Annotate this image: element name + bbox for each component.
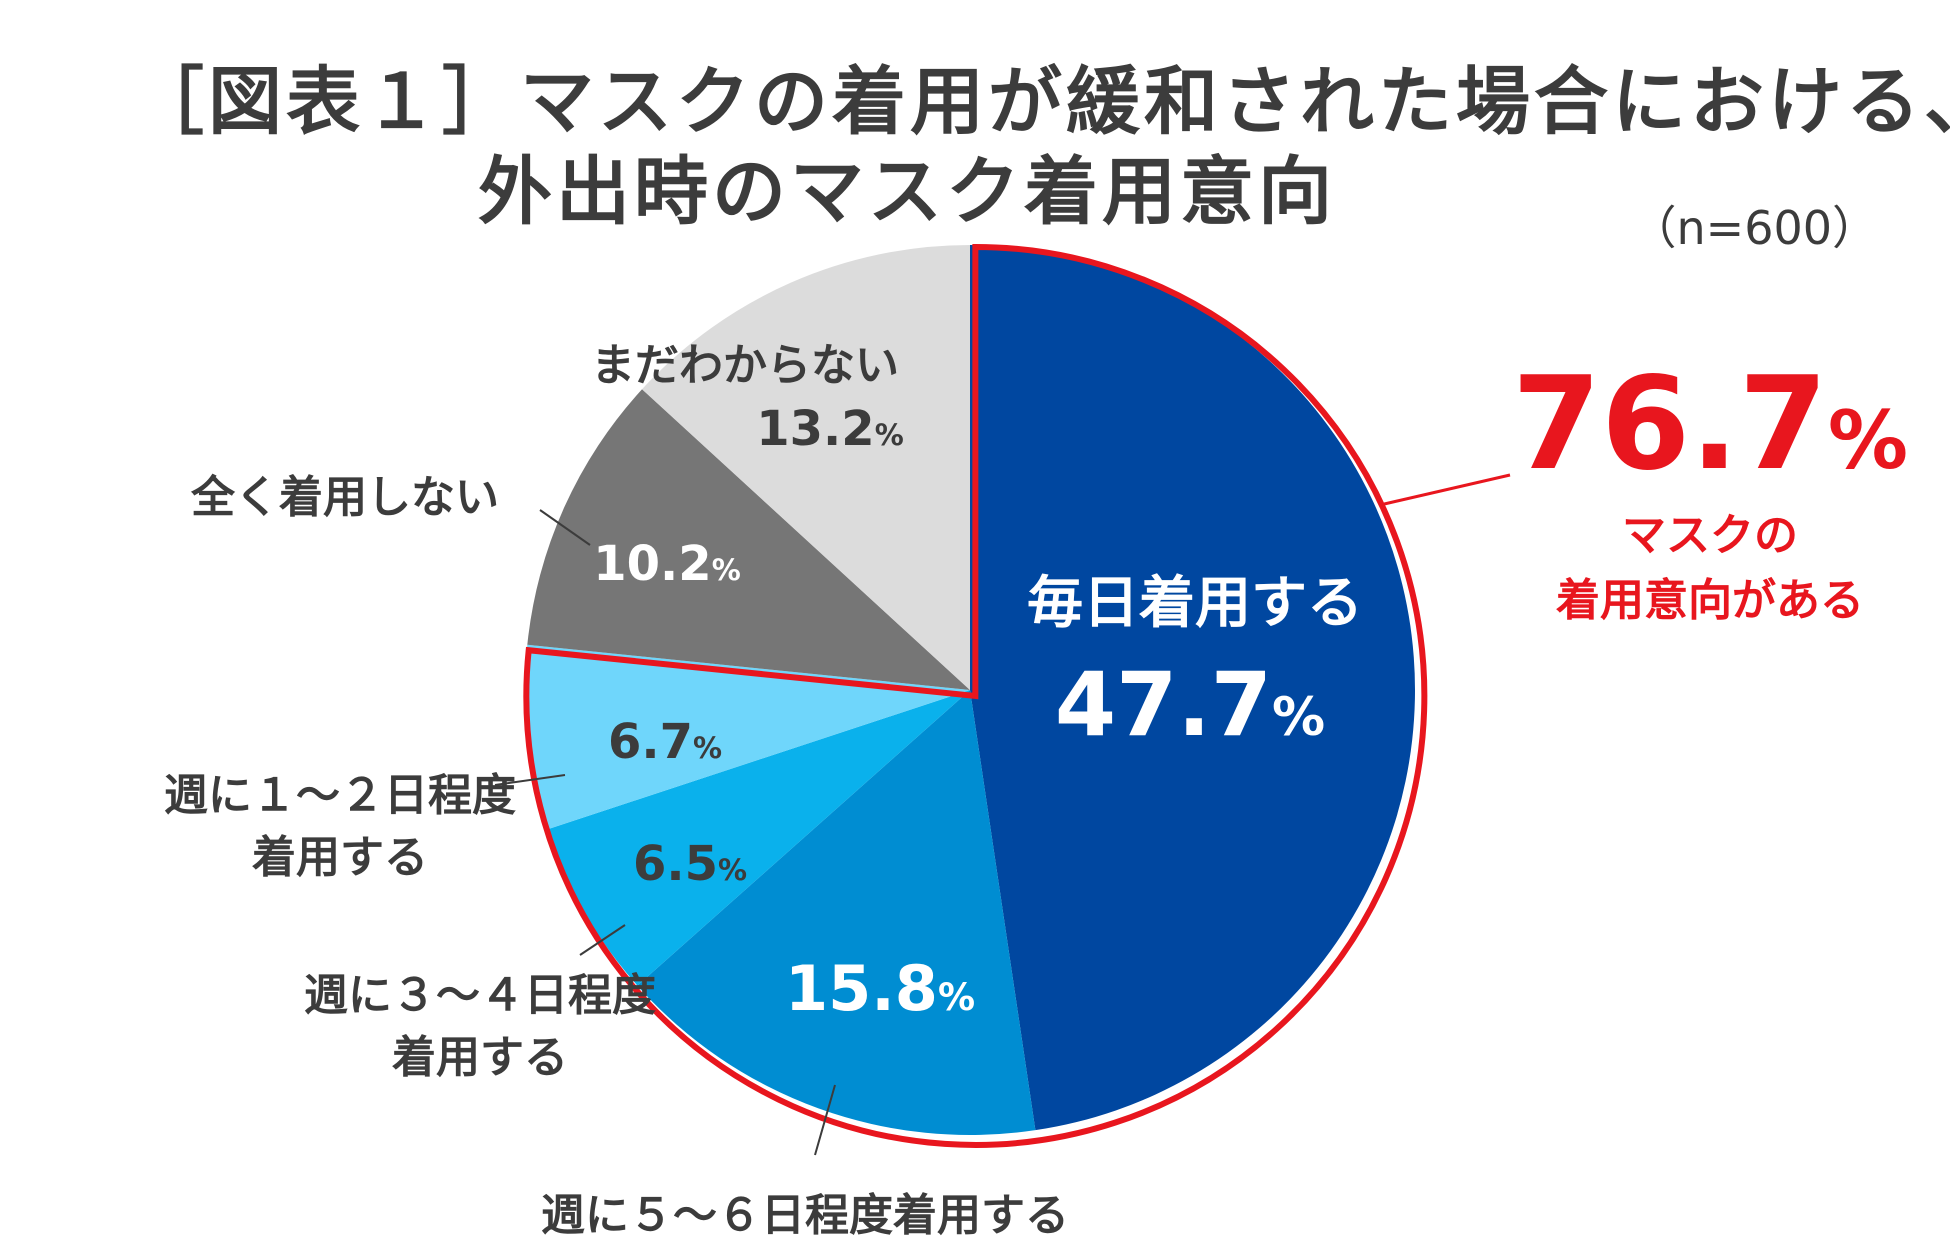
pie-slice-1 xyxy=(970,245,1415,1131)
slice-value-1: 47.7% xyxy=(1055,653,1325,756)
slice-label-4-line2: 着用する xyxy=(252,832,428,883)
pie-slice-4 xyxy=(525,644,970,830)
slice-label-1: 毎日着用する xyxy=(1027,571,1363,636)
slice-label-3-line1: 週に３～４日程度 xyxy=(304,970,656,1021)
slice-label-4-line1: 週に１～２日程度 xyxy=(164,770,516,821)
pie-slice-6 xyxy=(642,245,970,690)
slice-value-2: 15.8% xyxy=(785,952,975,1025)
pie-slice-2 xyxy=(637,690,1036,1135)
callout-value: 76.7% xyxy=(1512,350,1908,499)
slice-label-2: 週に５～６日程度着用する xyxy=(541,1190,1069,1241)
slice-value-6: 13.2% xyxy=(756,401,904,457)
leader-line-2 xyxy=(814,1084,836,1156)
callout-label-line1: マスクの xyxy=(1622,510,1798,561)
callout-leader-line xyxy=(1379,473,1511,507)
slice-value-5: 10.2% xyxy=(593,536,741,592)
sample-size-note: （n=600） xyxy=(1630,201,1879,255)
leader-line-5 xyxy=(539,509,591,546)
callout-label-line2: 着用意向がある xyxy=(1556,575,1864,626)
pie-slice-3 xyxy=(547,690,970,986)
chart-title-line1: ［図表１］マスクの着用が緩和された場合における、 xyxy=(130,59,1950,145)
slice-label-6: まだわからない xyxy=(591,340,899,391)
leader-line-4 xyxy=(494,774,566,786)
pie-slice-5 xyxy=(527,389,970,690)
highlight-group-outline xyxy=(523,243,1428,1148)
chart-title-line2: 外出時のマスク着用意向 xyxy=(478,149,1336,235)
slice-label-5: 全く着用しない xyxy=(190,472,499,523)
slice-label-3-line2: 着用する xyxy=(392,1032,568,1083)
leader-line-3 xyxy=(579,924,626,956)
slice-value-3: 6.5% xyxy=(633,836,747,892)
slice-value-4: 6.7% xyxy=(608,714,722,770)
